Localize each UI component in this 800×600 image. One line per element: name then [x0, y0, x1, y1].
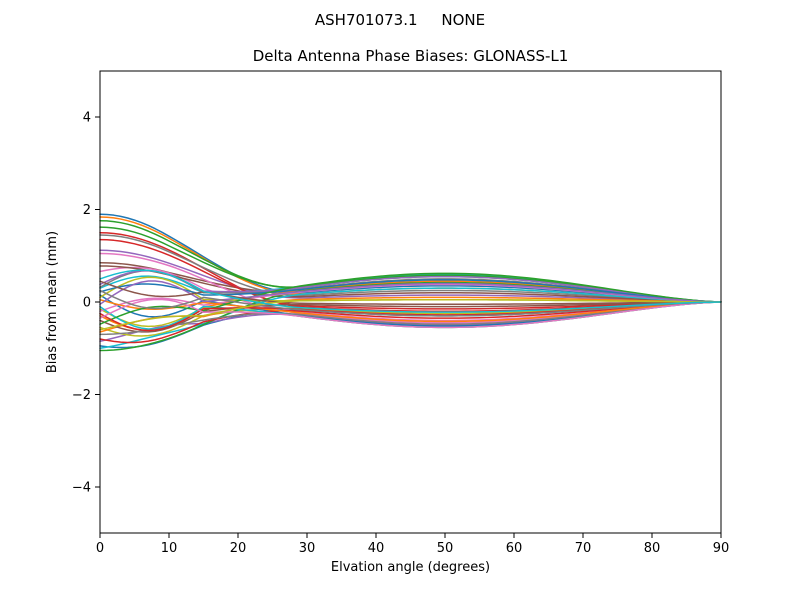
bias-line-38 — [99, 298, 722, 331]
y-tick-label: 4 — [83, 111, 91, 126]
bias-line-23 — [99, 301, 722, 344]
x-tick-label: 30 — [299, 541, 316, 556]
y-axis-label: Bias from mean (mm) — [45, 231, 60, 373]
axes-ticks-group: 0 10 20 30 40 50 60 70 80 90 −4 −2 0 2 4 — [72, 111, 729, 556]
x-tick-label: 60 — [506, 541, 523, 556]
y-tick-label: −2 — [72, 388, 91, 403]
chart-title: Delta Antenna Phase Biases: GLONASS-L1 — [253, 47, 569, 65]
bias-line-39 — [99, 269, 722, 313]
bias-line-32 — [99, 272, 722, 325]
bias-line-31 — [99, 298, 722, 323]
y-tick-label: −4 — [72, 480, 91, 495]
x-tick-label: 50 — [437, 541, 454, 556]
axes-spines — [99, 70, 722, 534]
bias-line-2 — [99, 219, 722, 303]
bias-line-15 — [99, 265, 722, 303]
x-tick-label: 90 — [713, 541, 730, 556]
plot-lines-group — [99, 213, 722, 352]
bias-line-34 — [99, 280, 722, 306]
x-tick-label: 70 — [575, 541, 592, 556]
figure-suptitle: ASH701073.1 NONE — [315, 11, 485, 29]
y-tick-label: 0 — [83, 296, 91, 311]
bias-line-27 — [99, 301, 722, 336]
bias-line-4 — [99, 249, 722, 303]
bias-line-36 — [99, 298, 722, 329]
x-axis-label: Elvation angle (degrees) — [331, 560, 490, 575]
bias-line-21 — [99, 296, 722, 333]
bias-line-30 — [99, 279, 722, 303]
x-tick-label: 40 — [368, 541, 385, 556]
bias-line-7 — [99, 234, 722, 303]
x-tick-label: 20 — [230, 541, 247, 556]
bias-line-37 — [99, 289, 722, 317]
x-tick-label: 0 — [96, 541, 104, 556]
x-tick-label: 10 — [161, 541, 178, 556]
bias-line-13 — [99, 238, 722, 310]
x-tick-label: 80 — [644, 541, 661, 556]
y-tick-label: 2 — [83, 203, 91, 218]
